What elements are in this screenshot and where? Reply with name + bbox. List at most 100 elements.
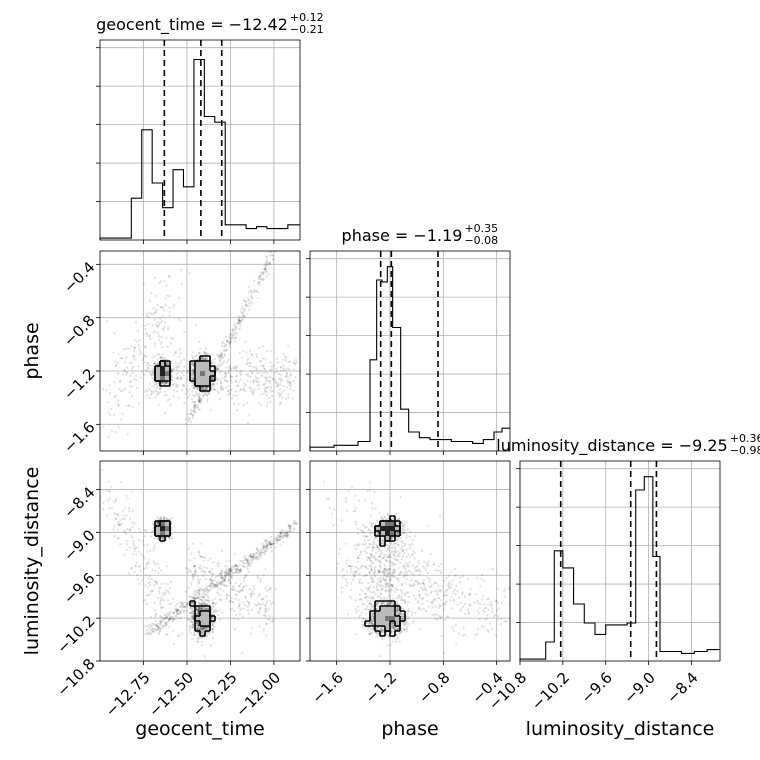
- sample-point: [195, 591, 198, 594]
- sample-point: [226, 593, 229, 596]
- sample-point: [198, 609, 201, 612]
- sample-point: [148, 387, 151, 391]
- sample-point: [255, 552, 258, 555]
- sample-point: [211, 623, 214, 626]
- sample-point: [211, 573, 214, 576]
- sample-point: [233, 402, 236, 405]
- sample-point: [263, 389, 267, 392]
- sample-point: [199, 394, 202, 397]
- sample-point: [271, 620, 274, 623]
- sample-point: [111, 430, 114, 433]
- sample-point: [206, 593, 209, 596]
- sample-point: [151, 370, 155, 373]
- sample-point: [196, 609, 199, 612]
- sample-point: [116, 537, 120, 540]
- sample-point: [224, 344, 227, 347]
- density-cell: [195, 376, 201, 382]
- sample-point: [193, 570, 196, 573]
- sample-point: [211, 382, 214, 385]
- sample-point: [203, 357, 206, 361]
- sample-point: [228, 559, 231, 563]
- sample-point: [248, 561, 251, 564]
- sample-point: [134, 321, 138, 324]
- sample-point: [142, 282, 145, 285]
- sample-point: [202, 596, 205, 599]
- sample-point: [262, 364, 265, 367]
- sample-point: [268, 262, 271, 265]
- sample-point: [221, 342, 224, 345]
- sample-point: [233, 333, 236, 336]
- sample-point: [265, 261, 269, 265]
- sample-point: [175, 368, 178, 371]
- sample-point: [237, 403, 240, 406]
- sample-point: [187, 418, 190, 421]
- sample-point: [275, 537, 278, 540]
- sample-point: [242, 315, 246, 318]
- sample-point: [206, 391, 210, 394]
- sample-point: [176, 377, 179, 380]
- sample-point: [225, 597, 228, 601]
- sample-point: [148, 299, 151, 302]
- sample-point: [250, 387, 253, 390]
- sample-point: [200, 630, 203, 633]
- sample-point: [192, 362, 195, 366]
- sample-point: [161, 594, 164, 597]
- sample-point: [219, 359, 222, 362]
- sample-point: [146, 594, 149, 597]
- sample-point: [135, 553, 138, 556]
- sample-point: [183, 365, 186, 368]
- sample-point: [281, 379, 284, 382]
- sample-point: [249, 375, 252, 378]
- sample-point: [202, 601, 205, 604]
- sample-point: [196, 588, 199, 592]
- sample-point: [209, 589, 212, 592]
- sample-point: [206, 632, 209, 635]
- sample-point: [130, 394, 134, 398]
- sample-point: [235, 327, 238, 330]
- sample-point: [210, 616, 213, 620]
- sample-point: [248, 413, 251, 416]
- sample-point: [262, 383, 266, 386]
- sample-point: [197, 628, 200, 631]
- sample-point: [207, 589, 210, 592]
- sample-point: [203, 352, 206, 355]
- sample-point: [265, 608, 268, 611]
- sample-point: [230, 568, 233, 571]
- sample-point: [287, 360, 290, 363]
- sample-point: [258, 275, 261, 278]
- sample-point: [167, 599, 170, 602]
- density-cell: [210, 371, 216, 377]
- sample-point: [264, 610, 267, 613]
- sample-point: [265, 255, 268, 258]
- sample-point: [143, 361, 146, 364]
- sample-point: [187, 586, 190, 589]
- sample-point: [162, 606, 165, 609]
- sample-point: [178, 605, 181, 608]
- sample-point: [201, 595, 204, 598]
- sample-point: [260, 404, 263, 407]
- sample-point: [160, 582, 163, 586]
- sample-point: [258, 284, 262, 287]
- density-cell: [205, 376, 211, 382]
- sample-point: [164, 297, 167, 300]
- density-cell: [195, 371, 201, 377]
- sample-point: [271, 390, 274, 393]
- sample-point: [154, 569, 157, 572]
- sample-point: [229, 332, 232, 335]
- sample-point: [237, 606, 240, 610]
- sample-point: [206, 398, 209, 401]
- sample-point: [271, 254, 274, 257]
- sample-point: [197, 622, 200, 625]
- sample-point: [147, 362, 150, 365]
- sample-point: [187, 420, 190, 423]
- sample-point: [163, 280, 166, 283]
- sample-point: [234, 365, 237, 368]
- sample-point: [254, 290, 257, 293]
- sample-point: [159, 629, 162, 632]
- sample-point: [234, 322, 237, 325]
- sample-point: [234, 380, 237, 383]
- sample-point: [260, 277, 263, 280]
- sample-point: [214, 603, 217, 606]
- sample-point: [262, 268, 265, 271]
